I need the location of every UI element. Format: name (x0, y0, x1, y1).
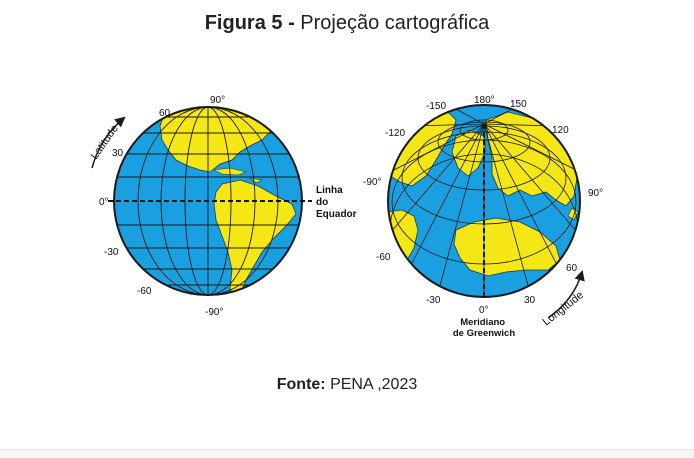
right-tick-minus30: -30 (426, 295, 441, 306)
left-tick-minus90: -90° (205, 307, 223, 318)
left-tick-0: 0° (99, 197, 109, 208)
right-tick-minus120: -120 (385, 128, 405, 139)
equator-label-line-3: Equador (316, 209, 357, 220)
greenwich-label-line-2: de Greenwich (453, 328, 515, 339)
left-tick-30: 30 (112, 148, 124, 159)
japan-island (567, 207, 579, 221)
left-tick-90: 90° (210, 95, 225, 106)
left-globe: 90° 60 30 0° -30 -60 -90° Latitude Linha… (89, 95, 357, 318)
right-tick-180: 180° (474, 95, 495, 106)
right-tick-60: 60 (566, 263, 578, 274)
equator-label-line-2: do (316, 197, 328, 208)
globes-illustration: 90° 60 30 0° -30 -60 -90° Latitude Linha… (89, 95, 603, 339)
greenwich-label-line-1: Meridiano (460, 317, 505, 328)
greenwich-label: Meridiano de Greenwich (453, 317, 515, 339)
right-tick-minus150: -150 (426, 101, 446, 112)
source-label: Fonte: (276, 376, 326, 393)
figure-caption: Projeção cartográfica (300, 12, 490, 34)
right-tick-0: 0° (479, 305, 489, 316)
right-globe: -150 180° 150 -120 120 -90° 90° -60 60 -… (363, 95, 603, 339)
latitude-arrow (91, 116, 126, 169)
right-tick-150: 150 (510, 99, 527, 110)
left-tick-minus30: -30 (104, 247, 119, 258)
caribbean-islands (212, 167, 263, 184)
right-tick-minus90: -90° (363, 177, 381, 188)
right-tick-90: 90° (588, 188, 603, 199)
africa-landmass (453, 217, 561, 277)
left-tick-minus60: -60 (137, 286, 152, 297)
right-tick-minus60: -60 (376, 252, 391, 263)
left-tick-60: 60 (159, 108, 171, 119)
equator-label-line-1: Linha (316, 185, 343, 196)
figure-number: Figura 5 - (204, 12, 295, 34)
figure-source: Fonte: PENA ,2023 (0, 376, 694, 394)
figure-title: Figura 5 - Projeção cartográfica (0, 12, 694, 35)
source-text: PENA ,2023 (330, 376, 418, 393)
right-tick-30: 30 (524, 295, 536, 306)
longitude-label: Longitude (540, 289, 585, 328)
longitude-arrow (547, 269, 585, 319)
right-tick-120: 120 (552, 125, 569, 136)
equator-label: Linha do Equador (316, 185, 357, 220)
page-bottom-strip (0, 449, 694, 458)
